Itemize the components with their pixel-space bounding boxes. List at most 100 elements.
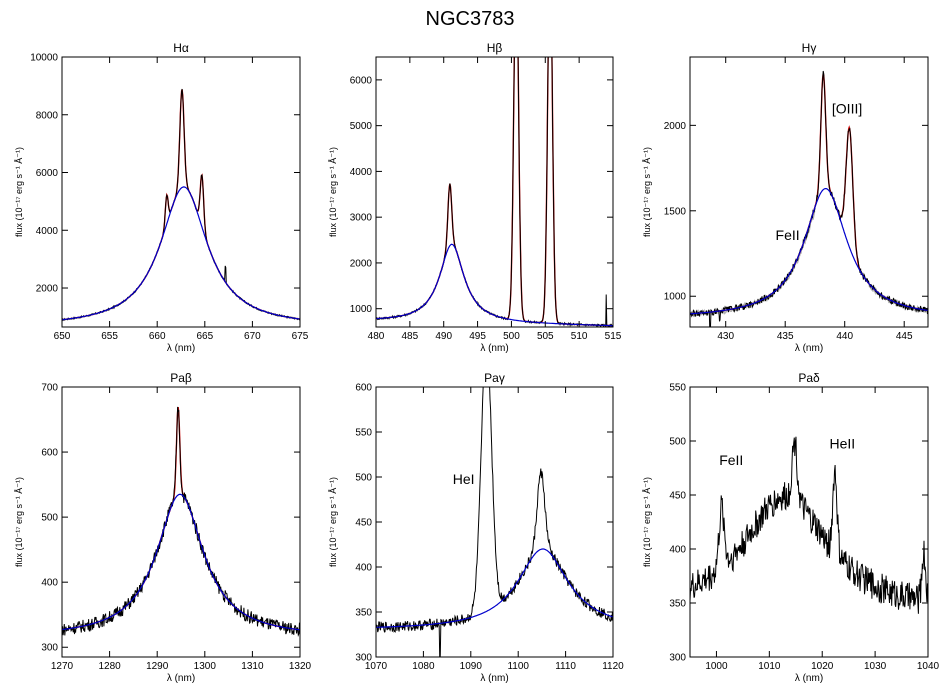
y-tick-label: 550 <box>355 428 372 439</box>
x-tick-label: 1310 <box>241 661 264 672</box>
x-tick-label: 1280 <box>98 661 121 672</box>
series-group <box>376 387 613 657</box>
panel-title: Paγ <box>484 371 505 385</box>
y-tick-label: 5000 <box>350 121 373 132</box>
y-tick-label: 700 <box>41 383 58 394</box>
plot-frame <box>689 56 929 328</box>
y-tick-label: 1500 <box>664 206 687 217</box>
series-group <box>376 57 613 327</box>
x-tick-label: 1290 <box>146 661 169 672</box>
x-tick-label: 500 <box>503 331 520 342</box>
x-tick-label: 510 <box>571 331 588 342</box>
chart-panel-1: 650 655 660 665 670 675 2000 4000 6000 8000 10000 H… <box>14 41 309 354</box>
series-group <box>690 436 928 614</box>
y-tick-label: 350 <box>355 608 372 619</box>
y-axis-label: flux (10⁻¹⁷ erg s⁻¹ Å⁻¹) <box>328 477 338 567</box>
x-tick-label: 440 <box>836 331 853 342</box>
y-tick-label: 4000 <box>350 167 373 178</box>
x-tick-label: 1120 <box>602 661 624 672</box>
y-axis-label: flux (10⁻¹⁷ erg s⁻¹ Å⁻¹) <box>642 147 652 237</box>
panel-title: Hγ <box>802 41 817 55</box>
y-tick-label: 300 <box>355 653 372 664</box>
plot-frame <box>375 56 614 328</box>
x-tick-label: 675 <box>292 331 309 342</box>
y-axis-label: flux (10⁻¹⁷ erg s⁻¹ Å⁻¹) <box>642 477 652 567</box>
x-tick-label: 650 <box>54 331 71 342</box>
y-tick-label: 300 <box>669 653 686 664</box>
y-tick-label: 2000 <box>664 121 687 132</box>
y-tick-label: 450 <box>669 491 686 502</box>
y-tick-label: 2000 <box>36 284 59 295</box>
y-tick-label: 300 <box>41 643 58 654</box>
y-tick-label: 500 <box>669 437 686 448</box>
series-fit-broad <box>62 493 300 631</box>
y-tick-label: 450 <box>355 518 372 529</box>
x-tick-label: 490 <box>435 331 452 342</box>
x-tick-label: 445 <box>896 331 913 342</box>
x-axis-label: λ (nm) <box>167 673 195 684</box>
x-axis-label: λ (nm) <box>795 343 823 354</box>
x-axis-label: λ (nm) <box>480 673 508 684</box>
chart-panel-3: 430 435 440 445 1000 1500 2000 Hγ λ (nm) flux (10… <box>642 41 929 354</box>
y-tick-label: 350 <box>669 599 686 610</box>
annotation: HeI <box>453 471 475 487</box>
x-tick-label: 1020 <box>811 661 834 672</box>
y-tick-label: 600 <box>355 383 372 394</box>
x-axis-label: λ (nm) <box>795 673 823 684</box>
series-fit-broad <box>376 243 613 327</box>
y-axis-label: flux (10⁻¹⁷ erg s⁻¹ Å⁻¹) <box>14 477 24 567</box>
y-tick-label: 500 <box>41 513 58 524</box>
x-tick-label: 1110 <box>555 661 576 672</box>
x-tick-label: 1070 <box>365 661 388 672</box>
x-tick-label: 660 <box>149 331 166 342</box>
x-tick-label: 655 <box>101 331 118 342</box>
annotation: FeII <box>776 227 800 243</box>
y-tick-label: 600 <box>41 448 58 459</box>
chart-panel-2: 480 485 490 495 500 505 510 515 1000 2000 3000 4000… <box>328 41 622 354</box>
y-tick-label: 400 <box>355 563 372 574</box>
annotation: HeII <box>829 436 855 452</box>
x-tick-label: 1080 <box>412 661 435 672</box>
y-tick-label: 550 <box>669 383 686 394</box>
panel-title: Hα <box>173 41 189 55</box>
series-data <box>690 436 928 614</box>
y-axis-label: flux (10⁻¹⁷ erg s⁻¹ Å⁻¹) <box>328 147 338 237</box>
series-fit-broad <box>62 186 300 321</box>
y-tick-label: 6000 <box>36 168 59 179</box>
figure-title: NGC3783 <box>426 8 515 30</box>
annotation: FeII <box>719 452 743 468</box>
y-tick-label: 1000 <box>664 292 687 303</box>
x-tick-label: 435 <box>777 331 794 342</box>
panel-title: Hβ <box>487 41 503 55</box>
y-tick-label: 3000 <box>350 213 373 224</box>
chart-panel-6: 1000 1010 1020 1030 1040 300 350 400 450 500 550 Pa… <box>642 371 940 684</box>
x-axis-label: λ (nm) <box>480 343 508 354</box>
x-tick-label: 1270 <box>51 661 74 672</box>
x-tick-label: 1040 <box>917 661 940 672</box>
x-tick-label: 480 <box>368 331 385 342</box>
x-tick-label: 1100 <box>507 661 529 672</box>
x-tick-label: 1010 <box>758 661 781 672</box>
series-data <box>62 88 300 322</box>
y-tick-label: 400 <box>41 578 58 589</box>
x-tick-label: 515 <box>605 331 622 342</box>
series-fit-broad <box>690 188 928 315</box>
x-tick-label: 1000 <box>705 661 728 672</box>
x-tick-label: 505 <box>537 331 554 342</box>
y-tick-label: 8000 <box>36 110 59 121</box>
series-fit-broad <box>376 548 613 628</box>
annotation: [OIII] <box>832 100 862 116</box>
x-tick-label: 665 <box>196 331 213 342</box>
plot-frame <box>689 386 929 658</box>
x-axis-label: λ (nm) <box>167 343 195 354</box>
series-group <box>690 70 928 327</box>
x-tick-label: 495 <box>469 331 486 342</box>
chart-panel-4: 1270 1280 1290 1300 1310 1320 300 400 500 600 700 P… <box>14 371 312 684</box>
y-axis-label: flux (10⁻¹⁷ erg s⁻¹ Å⁻¹) <box>14 147 24 237</box>
plot-frame <box>61 56 301 328</box>
plot-frame <box>61 386 301 658</box>
series-fit-total <box>62 89 300 321</box>
x-tick-label: 1320 <box>289 661 312 672</box>
y-tick-label: 500 <box>355 473 372 484</box>
